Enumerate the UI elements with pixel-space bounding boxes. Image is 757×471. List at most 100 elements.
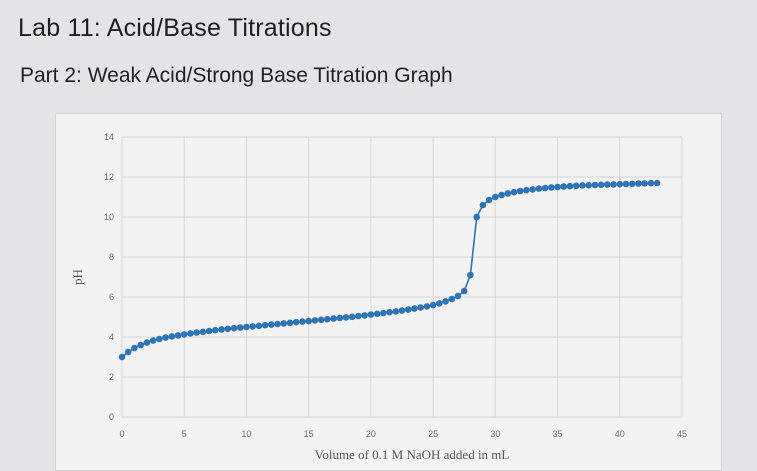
data-point	[572, 182, 580, 190]
data-point	[417, 304, 425, 311]
data-point	[610, 181, 617, 188]
data-point	[591, 181, 599, 189]
x-tick-label: 20	[366, 429, 376, 439]
data-point	[162, 334, 169, 341]
data-point	[485, 196, 493, 204]
data-point	[647, 179, 655, 187]
data-point	[261, 321, 269, 329]
data-point	[311, 317, 319, 324]
data-point	[616, 180, 624, 188]
data-point	[292, 318, 300, 326]
data-point	[218, 326, 225, 333]
data-point	[118, 353, 126, 361]
data-point	[243, 323, 250, 331]
data-point	[498, 191, 505, 199]
data-point	[604, 181, 611, 188]
data-point	[504, 190, 512, 197]
y-tick-label: 2	[109, 372, 114, 382]
data-point	[131, 344, 138, 352]
data-point	[305, 317, 312, 325]
y-tick-label: 12	[104, 172, 114, 182]
data-point	[492, 193, 499, 201]
data-point	[554, 183, 561, 191]
x-tick-label: 35	[553, 429, 563, 439]
data-point	[199, 328, 207, 336]
data-point	[224, 325, 232, 333]
data-point	[280, 320, 288, 327]
data-point	[467, 271, 474, 279]
data-point	[168, 333, 176, 340]
data-point	[398, 307, 406, 314]
data-point	[448, 295, 456, 303]
x-tick-label: 10	[241, 429, 251, 439]
data-point	[566, 182, 574, 190]
data-point	[653, 179, 661, 187]
data-point	[143, 339, 151, 346]
data-point	[622, 180, 630, 188]
data-point	[274, 320, 281, 328]
data-point	[479, 201, 487, 209]
data-point	[156, 335, 163, 343]
data-point	[149, 337, 157, 344]
data-point	[193, 329, 200, 336]
x-tick-label: 30	[490, 429, 500, 439]
data-point	[336, 314, 344, 322]
data-point	[137, 341, 144, 349]
data-point	[249, 323, 256, 330]
data-point	[411, 305, 418, 312]
x-tick-label: 0	[119, 429, 124, 439]
data-point	[348, 313, 356, 321]
data-point	[460, 287, 468, 295]
data-point	[355, 312, 362, 320]
data-point	[342, 314, 350, 321]
y-axis-label: pH	[70, 269, 85, 285]
x-tick-label: 15	[304, 429, 314, 439]
data-point	[560, 183, 568, 190]
data-point	[579, 182, 586, 189]
data-point	[324, 315, 331, 323]
data-point	[187, 330, 194, 337]
data-point	[380, 309, 387, 317]
data-point	[330, 315, 337, 322]
data-point	[230, 324, 238, 332]
chart-grid	[121, 136, 683, 418]
chart-points	[118, 179, 661, 361]
data-point	[236, 324, 244, 331]
chart-ticks: 0 2 4 6 8 10 12 14 0 5 10 15 20 25 30 35 40 45	[104, 132, 687, 439]
data-point	[529, 186, 536, 193]
data-point	[628, 180, 636, 188]
x-tick-label: 45	[677, 429, 687, 439]
data-point	[523, 186, 530, 194]
data-point	[548, 184, 555, 191]
data-point	[641, 180, 648, 187]
x-tick-label: 40	[615, 429, 625, 439]
data-point	[454, 292, 462, 300]
y-tick-label: 14	[104, 132, 114, 142]
data-point	[429, 301, 437, 309]
data-point	[174, 332, 182, 339]
data-point	[299, 318, 306, 325]
data-point	[516, 187, 524, 195]
data-point	[423, 303, 431, 310]
section-subtitle: Part 2: Weak Acid/Strong Base Titration …	[20, 64, 453, 87]
data-point	[510, 188, 518, 196]
data-point	[124, 348, 132, 356]
y-tick-label: 8	[109, 252, 114, 262]
data-point	[255, 322, 263, 330]
data-point	[367, 311, 375, 318]
data-point	[635, 180, 642, 187]
data-point	[212, 326, 219, 334]
y-tick-label: 10	[104, 212, 114, 222]
data-point	[585, 181, 592, 189]
data-point	[404, 306, 412, 313]
data-point	[392, 308, 400, 315]
data-point	[205, 327, 213, 335]
data-point	[317, 316, 325, 324]
data-point	[180, 331, 188, 338]
x-tick-label: 25	[428, 429, 438, 439]
y-tick-label: 6	[109, 292, 114, 302]
data-point	[535, 185, 543, 192]
y-tick-label: 4	[109, 332, 114, 342]
chart-area: 0 2 4 6 8 10 12 14 0 5 10 15 20 25 30 35 40 45 pH Volume …	[55, 113, 722, 471]
x-tick-label: 5	[182, 429, 187, 439]
